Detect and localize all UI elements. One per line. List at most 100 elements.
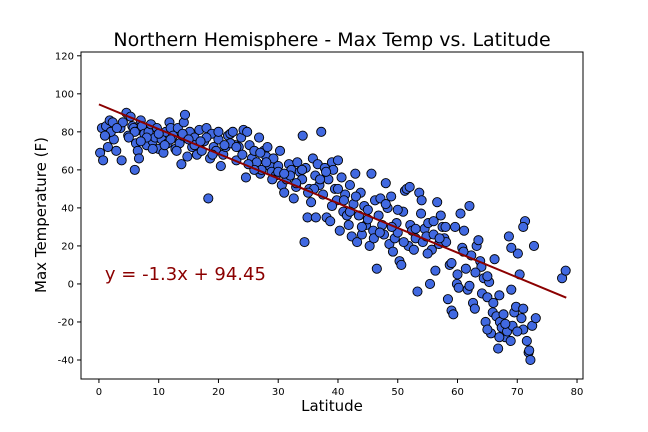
data-point xyxy=(530,313,541,324)
data-point xyxy=(512,326,523,337)
data-point xyxy=(334,225,345,236)
data-point xyxy=(344,180,355,191)
chart-title: Northern Hemisphere - Max Temp vs. Latit… xyxy=(113,29,550,51)
data-point xyxy=(518,221,529,232)
data-point xyxy=(435,210,446,221)
data-point xyxy=(102,142,113,153)
x-tick-label: 20 xyxy=(212,387,225,398)
data-point xyxy=(525,354,536,366)
data-point xyxy=(380,178,391,189)
data-point xyxy=(446,257,457,269)
data-point xyxy=(203,193,214,204)
data-point xyxy=(512,248,523,259)
data-point xyxy=(219,140,230,151)
data-point xyxy=(129,164,140,175)
data-point xyxy=(416,195,427,206)
data-point xyxy=(362,204,373,215)
data-point xyxy=(350,191,361,202)
data-point xyxy=(430,265,441,276)
data-point xyxy=(274,145,286,156)
data-point xyxy=(505,335,516,347)
data-point xyxy=(240,172,251,183)
data-point xyxy=(398,237,409,248)
data-point xyxy=(297,130,308,141)
data-point xyxy=(432,197,443,208)
x-tick-label: 30 xyxy=(272,387,285,398)
data-point xyxy=(213,126,224,137)
data-point xyxy=(455,208,466,219)
y-tick-label: 120 xyxy=(55,51,74,62)
y-tick-label: 40 xyxy=(61,203,74,214)
data-point xyxy=(366,168,377,179)
data-point xyxy=(288,193,299,204)
data-point xyxy=(320,166,332,177)
data-point xyxy=(500,318,511,329)
data-point xyxy=(450,221,461,232)
data-point xyxy=(371,263,382,274)
data-point xyxy=(452,269,463,280)
data-point xyxy=(494,332,505,343)
y-axis-label: Max Temperature (F) xyxy=(32,137,50,293)
data-point xyxy=(386,191,397,202)
data-point xyxy=(262,142,273,153)
data-point xyxy=(111,122,122,134)
data-point xyxy=(261,157,272,168)
data-point xyxy=(111,145,122,156)
data-point xyxy=(147,143,158,155)
data-point xyxy=(343,219,354,231)
y-tick-label: 60 xyxy=(61,165,74,176)
data-point xyxy=(332,155,344,166)
x-axis-label: Latitude xyxy=(301,397,363,415)
data-point xyxy=(503,231,514,242)
data-point xyxy=(254,132,265,143)
x-tick-label: 10 xyxy=(152,387,165,398)
data-point xyxy=(516,313,527,324)
data-point xyxy=(98,155,109,166)
data-point xyxy=(176,159,187,170)
data-point xyxy=(302,212,313,223)
data-point xyxy=(482,271,493,282)
data-point xyxy=(392,204,403,215)
data-point xyxy=(422,248,433,259)
data-point xyxy=(396,259,407,270)
plot-frame xyxy=(80,51,584,380)
data-point xyxy=(560,265,571,276)
y-tick-label: -40 xyxy=(58,355,74,366)
data-point xyxy=(460,263,471,274)
x-tick-label: 80 xyxy=(571,387,584,398)
regression-equation: y = -1.3x + 94.45 xyxy=(105,264,266,285)
data-point xyxy=(404,181,415,193)
data-point xyxy=(332,183,344,194)
data-point xyxy=(415,208,427,219)
data-point xyxy=(179,109,191,120)
data-point xyxy=(440,221,451,232)
y-tick-label: -20 xyxy=(58,317,74,328)
data-point xyxy=(470,267,481,278)
data-point xyxy=(380,199,391,210)
data-point xyxy=(99,130,110,141)
data-point xyxy=(387,246,399,257)
data-point xyxy=(448,309,459,320)
data-point xyxy=(459,225,470,236)
data-point xyxy=(159,140,170,151)
data-point xyxy=(528,240,540,251)
data-point xyxy=(171,145,182,156)
data-point xyxy=(521,335,532,347)
data-point xyxy=(374,227,385,238)
data-point xyxy=(306,197,317,208)
data-point xyxy=(506,284,517,295)
data-point xyxy=(410,223,421,234)
y-tick-label: 20 xyxy=(61,241,74,252)
data-point xyxy=(316,126,327,137)
data-point xyxy=(299,237,310,248)
data-point xyxy=(493,343,504,354)
data-point xyxy=(408,244,419,255)
data-point xyxy=(473,235,484,246)
axis-ticks: 0 10 20 30 40 50 60 70 80 -40 -20 0 20 40 60 80 100 120 xyxy=(55,51,583,398)
data-point xyxy=(350,168,361,179)
data-point xyxy=(498,309,509,320)
data-point xyxy=(336,172,347,183)
data-point xyxy=(428,216,439,227)
data-point xyxy=(325,216,336,227)
data-point xyxy=(464,200,475,212)
